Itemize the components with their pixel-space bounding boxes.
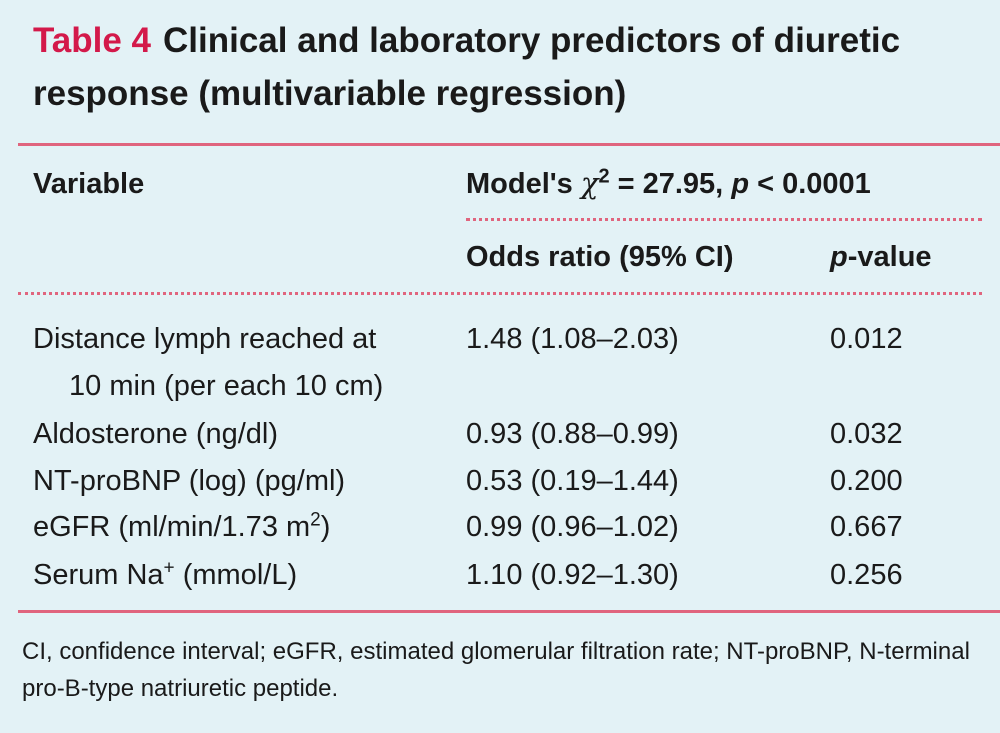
variable-name-continued: 10 min (per each 10 cm) [69,370,384,402]
p-value-cell: 0.667 [830,511,903,543]
variable-name: Distance lymph reached at [33,323,377,355]
superscript: 2 [310,509,321,531]
odds-ratio-cell: 0.99 (0.96–1.02) [466,511,679,543]
table-footnote: CI, confidence interval; eGFR, estimated… [22,638,970,702]
variable-name: eGFR (ml/min/1.73 m [33,511,311,543]
header-dotted-rule-2 [18,292,982,295]
variable-cell: NT-proBNP (log) (pg/ml) [33,465,346,497]
chi-exponent: 2 [598,165,610,188]
odds-ratio-cell: 1.10 (0.92–1.30) [466,559,679,591]
table-caption: Table 4 Clinical and laboratory predictor… [33,14,993,120]
p-value-cell: 0.032 [830,418,903,450]
p-threshold: < 0.0001 [749,168,871,200]
variable-name-end: ) [320,511,331,543]
header-p-value: p-value [830,241,932,274]
p-value-cell: 0.012 [830,323,903,355]
odds-ratio-cell: 0.53 (0.19–1.44) [466,465,679,497]
variable-cell: Aldosterone (ng/dl) [33,418,279,450]
chi-value: = 27.95, [609,168,732,200]
top-rule [18,143,1000,146]
table-label: Table 4 [33,21,152,60]
chi-symbol: χ [580,166,599,200]
variable-name-end: (mmol/L) [174,559,298,591]
header-odds-ratio: Odds ratio (95% CI) [466,241,734,273]
header-dotted-rule-1 [466,218,982,221]
odds-ratio-cell: 1.48 (1.08–2.03) [466,323,679,355]
p-value-cell: 0.256 [830,559,903,591]
superscript: + [163,557,175,579]
p-value-symbol: p [830,241,848,273]
p-symbol: p [731,168,750,200]
header-model-stats: Model's χ2 = 27.95, p < 0.0001 [466,166,871,201]
header-variable: Variable [33,168,145,200]
odds-ratio-cell: 0.93 (0.88–0.99) [466,418,679,450]
variable-cell: eGFR (ml/min/1.73 m2) [33,504,330,551]
bottom-rule [18,610,1000,613]
p-value-suffix: -value [847,241,932,273]
variable-cell: Distance lymph reached at 10 min (per ea… [33,316,383,410]
table-title: Clinical and laboratory predictors of di… [33,21,901,113]
p-value-cell: 0.200 [830,465,903,497]
model-prefix: Model's [466,168,573,200]
variable-cell: Serum Na+ (mmol/L) [33,552,297,599]
variable-name: Serum Na [33,559,164,591]
